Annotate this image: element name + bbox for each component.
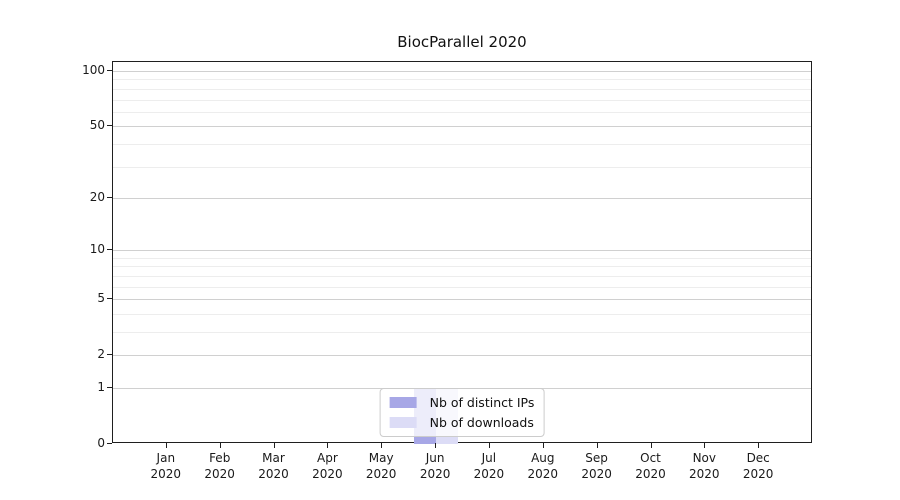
x-tick-year: 2020	[473, 467, 505, 481]
minor-gridline	[113, 286, 811, 288]
x-tick-month: Jun	[425, 451, 445, 465]
x-tick-month: Jul	[481, 451, 497, 465]
minor-gridline	[113, 313, 811, 315]
chart-title: BiocParallel 2020	[397, 33, 527, 51]
x-tick-mark	[273, 443, 275, 448]
legend-swatch	[389, 397, 417, 408]
y-tick-mark	[107, 125, 112, 127]
x-tick-mark	[542, 443, 544, 448]
x-tick-month: Apr	[317, 451, 338, 465]
major-gridline	[113, 197, 811, 199]
x-tick-mark	[381, 443, 383, 448]
major-gridline	[113, 299, 811, 301]
plot-area: Nb of distinct IPs Nb of downloads	[112, 61, 812, 444]
x-tick-label: Aug 2020	[515, 450, 571, 482]
y-tick-mark	[107, 354, 112, 356]
y-tick-label: 20	[89, 189, 105, 204]
minor-gridline	[113, 257, 811, 259]
legend-label: Nb of downloads	[429, 415, 534, 430]
x-tick-mark	[488, 443, 490, 448]
y-tick-mark	[107, 298, 112, 300]
legend-row: Nb of downloads	[389, 415, 535, 430]
x-tick-year: 2020	[419, 467, 451, 481]
legend: Nb of distinct IPs Nb of downloads	[379, 388, 545, 437]
x-tick-year: 2020	[635, 467, 666, 481]
x-tick-month: Oct	[640, 451, 661, 465]
x-tick-mark	[704, 443, 706, 448]
x-tick-mark	[650, 443, 652, 448]
y-tick-label: 100	[82, 63, 105, 77]
x-tick-month: Jan	[156, 451, 176, 465]
x-tick-year: 2020	[365, 467, 397, 481]
minor-gridline	[113, 111, 811, 113]
x-tick-month: Aug	[531, 451, 555, 465]
y-tick-mark	[107, 196, 112, 198]
y-tick-label: 1	[97, 380, 105, 394]
minor-gridline	[113, 79, 811, 81]
legend-label: Nb of distinct IPs	[429, 395, 535, 410]
x-tick-year: 2020	[581, 467, 612, 481]
y-tick-label: 2	[97, 347, 105, 362]
x-tick-year: 2020	[258, 467, 289, 481]
major-gridline	[113, 355, 811, 357]
x-tick-mark	[596, 443, 598, 448]
x-tick-label: Dec 2020	[730, 450, 786, 482]
x-tick-label: Feb 2020	[192, 450, 248, 482]
x-tick-month: May	[368, 451, 394, 465]
x-tick-mark	[219, 443, 221, 448]
minor-gridline	[113, 88, 811, 90]
x-tick-mark	[435, 443, 437, 448]
x-tick-month: Sep	[585, 451, 608, 465]
x-tick-month: Nov	[692, 451, 716, 465]
x-tick-month: Dec	[746, 451, 770, 465]
x-tick-label: Apr 2020	[299, 450, 355, 482]
x-tick-year: 2020	[312, 467, 343, 481]
minor-gridline	[113, 166, 811, 168]
y-tick-label: 0	[97, 436, 105, 450]
y-tick-mark	[107, 249, 112, 251]
x-tick-label: May 2020	[353, 450, 409, 482]
x-tick-mark	[758, 443, 760, 448]
x-tick-year: 2020	[742, 467, 774, 481]
major-gridline	[113, 126, 811, 128]
y-tick-mark	[107, 443, 112, 444]
x-tick-mark	[165, 443, 167, 448]
y-tick-mark	[107, 387, 112, 388]
x-tick-year: 2020	[150, 467, 182, 481]
major-gridline	[113, 250, 811, 252]
x-tick-label: Nov 2020	[676, 450, 732, 482]
y-tick-label: 5	[97, 291, 105, 306]
minor-gridline	[113, 99, 811, 101]
x-tick-month: Mar	[262, 451, 285, 465]
major-gridline	[113, 71, 811, 72]
x-tick-label: Mar 2020	[246, 450, 302, 482]
minor-gridline	[113, 143, 811, 145]
minor-gridline	[113, 266, 811, 268]
x-tick-label: Jun 2020	[407, 450, 463, 482]
legend-row: Nb of distinct IPs	[389, 395, 535, 410]
x-tick-mark	[327, 443, 329, 448]
x-tick-year: 2020	[527, 467, 559, 481]
x-tick-label: Jan 2020	[138, 450, 194, 482]
minor-gridline	[113, 275, 811, 277]
x-tick-label: Jul 2020	[461, 450, 517, 482]
x-tick-label: Oct 2020	[623, 450, 679, 482]
y-tick-label: 10	[89, 242, 105, 257]
legend-swatch	[389, 417, 417, 428]
x-tick-year: 2020	[689, 467, 720, 481]
x-tick-year: 2020	[204, 467, 235, 481]
x-tick-label: Sep 2020	[569, 450, 625, 482]
x-tick-month: Feb	[209, 451, 231, 465]
y-tick-mark	[107, 70, 112, 71]
y-tick-label: 50	[89, 118, 105, 133]
minor-gridline	[113, 332, 811, 333]
